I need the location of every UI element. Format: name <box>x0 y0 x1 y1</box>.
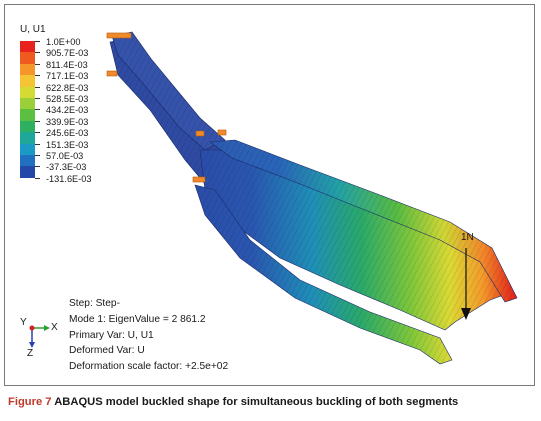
legend-swatch <box>20 63 35 76</box>
info-deformed-var: Deformed Var: U <box>69 345 145 357</box>
info-primary-var: Primary Var: U, U1 <box>69 329 154 341</box>
triad-y-label: Y <box>20 317 27 328</box>
legend-tick <box>35 166 40 168</box>
triad-arrows-icon <box>29 325 50 348</box>
legend-tick <box>35 86 40 88</box>
info-scale-factor: Deformation scale factor: +2.5e+02 <box>69 361 229 373</box>
legend-tick <box>35 154 40 156</box>
legend-swatch <box>20 109 35 121</box>
legend-title: U, U1 <box>20 24 46 35</box>
legend-label: 811.4E-03 <box>46 59 88 70</box>
legend-swatch <box>20 41 35 53</box>
legend-swatch <box>20 120 35 133</box>
legend-tick <box>35 75 40 77</box>
legend-tick <box>35 63 40 65</box>
legend-tick <box>35 132 40 134</box>
legend-label: 245.6E-03 <box>46 128 89 139</box>
info-mode: Mode 1: EigenValue = 2 861.2 <box>69 313 206 325</box>
analysis-info: Step: Step- Mode 1: EigenValue = 2 861.2… <box>69 296 228 375</box>
legend-label: 434.2E-03 <box>46 105 89 116</box>
legend-tick <box>35 41 40 42</box>
load-arrow <box>461 248 471 320</box>
legend-label: -131.6E-03 <box>46 173 92 184</box>
legend-label: 528.5E-03 <box>46 93 89 104</box>
figure-caption: Figure 7 ABAQUS model buckled shape for … <box>8 396 458 408</box>
legend-tick <box>35 143 40 145</box>
legend-swatch <box>20 154 35 167</box>
legend-label: -37.3E-03 <box>46 162 87 173</box>
legend-swatch <box>20 132 35 144</box>
legend-label: 339.9E-03 <box>46 116 89 127</box>
legend-label: 717.1E-03 <box>46 71 89 82</box>
legend-tick <box>35 120 40 122</box>
legend-swatch <box>20 75 35 87</box>
info-step: Step: Step- <box>69 298 120 309</box>
legend-swatch <box>20 143 35 155</box>
axis-triad: Y X Z <box>18 317 66 360</box>
legend-tick <box>35 97 40 99</box>
legend-swatch <box>20 97 35 110</box>
legend-label: 151.3E-03 <box>46 139 89 150</box>
legend-swatch <box>20 52 35 64</box>
triad-x-label: X <box>51 322 58 333</box>
legend-label: 905.7E-03 <box>46 48 89 59</box>
load-label: 1N <box>461 232 474 243</box>
legend-tick <box>35 109 40 111</box>
legend-label: 57.0E-03 <box>46 150 84 161</box>
support-markers <box>106 32 227 183</box>
legend-tick <box>35 52 40 54</box>
triad-z-label: Z <box>27 348 34 359</box>
legend-tick <box>35 177 40 179</box>
legend-label: 1.0E+00 <box>46 37 81 47</box>
legend-swatch <box>20 86 35 98</box>
legend-label: 622.8E-03 <box>46 82 89 93</box>
legend-swatch <box>20 166 35 178</box>
caption-text: ABAQUS model buckled shape for simultane… <box>54 396 459 408</box>
caption-figure-number: Figure 7 <box>8 396 52 408</box>
